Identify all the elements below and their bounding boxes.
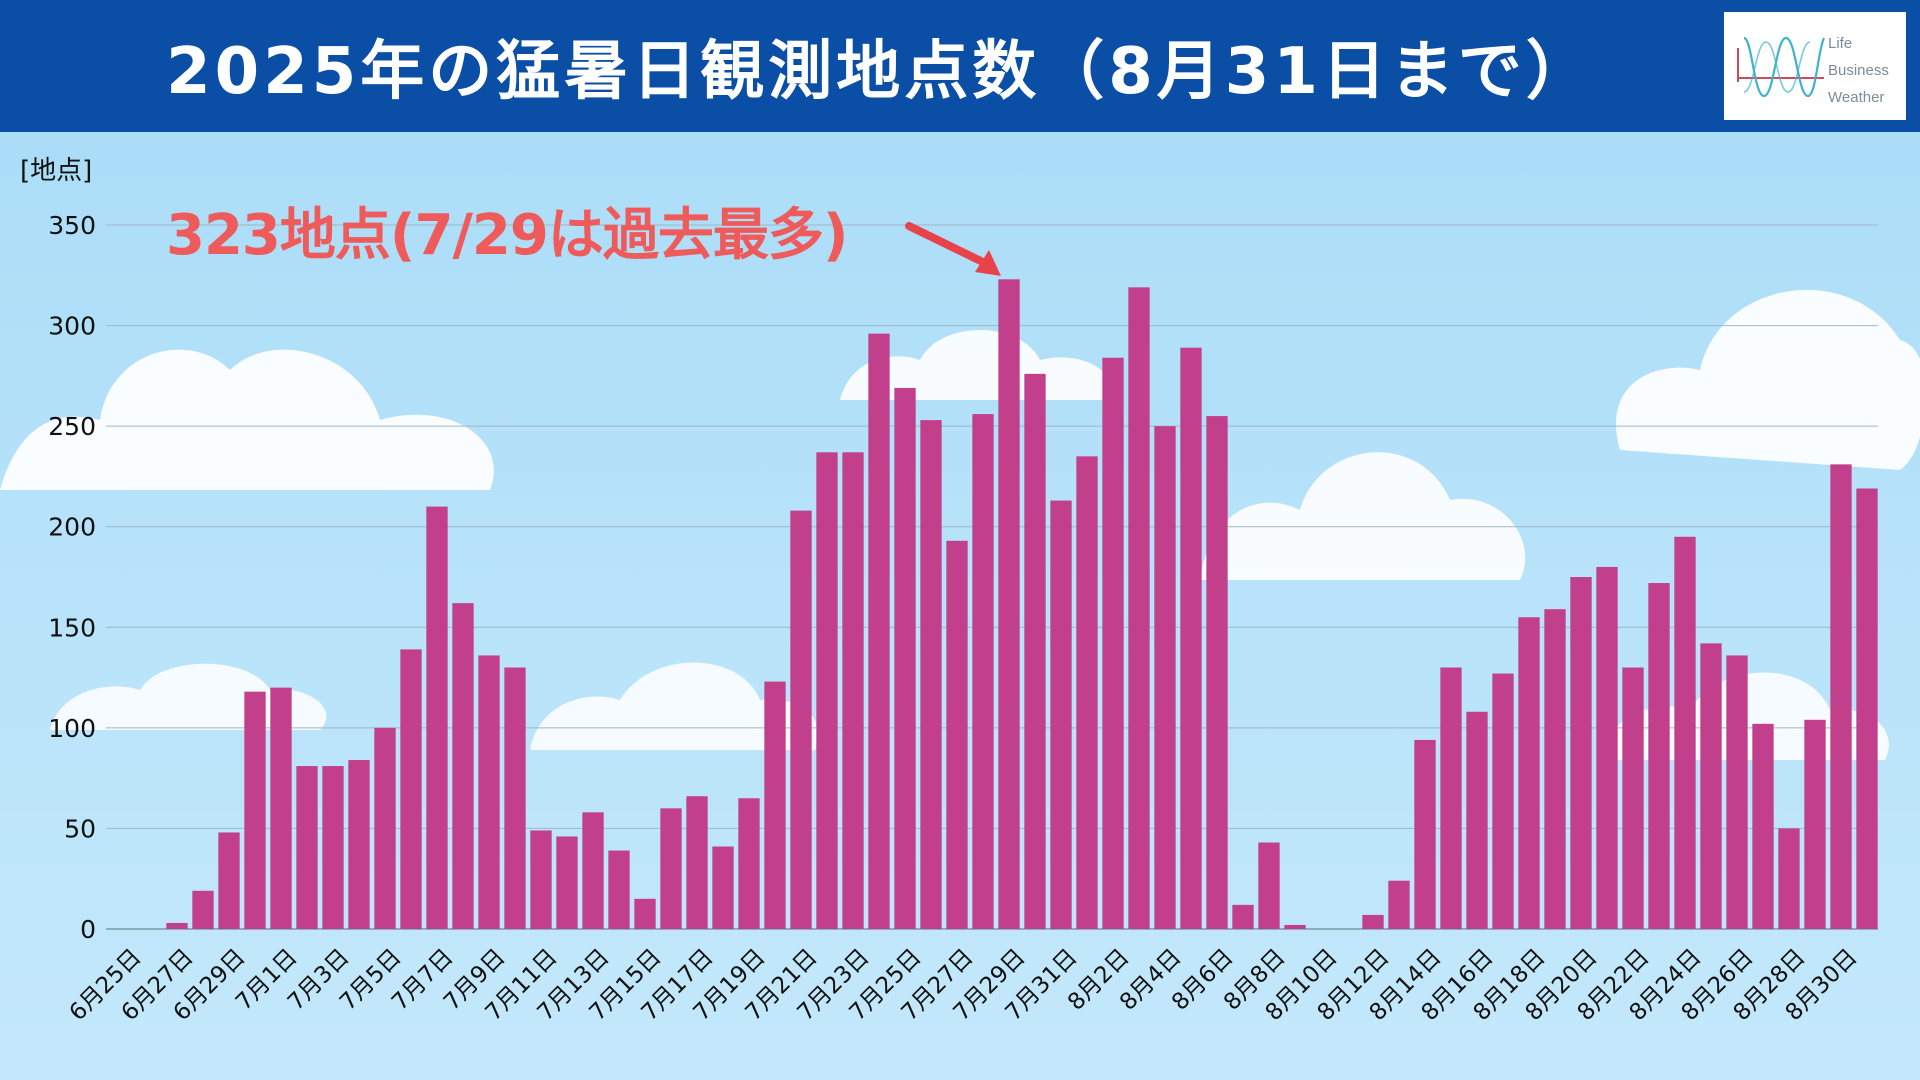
bar-8月24日 [1674, 536, 1696, 929]
bar-7月22日 [816, 452, 838, 929]
bar-8月31日 [1856, 488, 1878, 929]
bar-7月15日 [634, 898, 656, 929]
bar-7月13日 [582, 812, 604, 929]
bar-7月6日 [400, 649, 422, 929]
logo-text: Life Business Weather [1828, 30, 1906, 111]
bar-6月29日 [218, 832, 240, 929]
y-tick-label: 0 [80, 915, 96, 944]
bar-7月3日 [322, 766, 344, 929]
bar-6月28日 [192, 890, 214, 929]
bar-8月4日 [1154, 426, 1176, 929]
bar-7月1日 [270, 687, 292, 929]
bar-7月8日 [452, 603, 474, 929]
bar-8月18日 [1518, 617, 1540, 929]
bar-7月9日 [478, 655, 500, 929]
bar-7月23日 [842, 452, 864, 929]
bar-8月19日 [1544, 609, 1566, 929]
bar-8月14日 [1414, 739, 1436, 929]
bar-7月29日 [998, 279, 1020, 929]
header-bar: 2025年の猛暑日観測地点数（8月31日まで） Life Business We… [0, 0, 1920, 132]
logo-line-1: Life [1828, 35, 1853, 52]
bar-chart: 0501001502002503003506月25日6月27日6月29日7月1日… [48, 211, 1878, 1026]
bar-8月29日 [1804, 719, 1826, 929]
y-tick-label: 100 [48, 714, 96, 743]
annotation-arrow [905, 222, 1001, 276]
bar-7月18日 [712, 846, 734, 929]
bar-8月23日 [1648, 583, 1670, 929]
bar-7月11日 [530, 830, 552, 929]
bar-8月7日 [1232, 904, 1254, 929]
bar-8月30日 [1830, 464, 1852, 929]
bar-6月27日 [166, 922, 188, 929]
bar-7月12日 [556, 836, 578, 929]
bar-7月7日 [426, 506, 448, 929]
bar-7月2日 [296, 766, 318, 929]
bar-8月12日 [1362, 914, 1384, 929]
bar-8月26日 [1726, 655, 1748, 929]
bar-8月1日 [1076, 456, 1098, 929]
bar-8月17日 [1492, 673, 1514, 929]
wave-logo-icon [1737, 36, 1826, 98]
bar-7月30日 [1024, 373, 1046, 929]
logo-line-2: Business [1828, 62, 1889, 79]
y-tick-label: 250 [48, 412, 96, 441]
y-tick-label: 50 [64, 814, 96, 843]
bar-8月28日 [1778, 828, 1800, 929]
bar-7月5日 [374, 727, 396, 929]
bar-7月16日 [660, 808, 682, 929]
y-tick-label: 150 [48, 613, 96, 642]
bar-7月20日 [764, 681, 786, 929]
bar-8月9日 [1284, 924, 1306, 929]
bar-8月2日 [1102, 357, 1124, 929]
logo-line-3: Weather [1828, 89, 1885, 106]
bar-7月25日 [894, 387, 916, 929]
brand-logo: Life Business Weather [1724, 12, 1906, 120]
y-axis-unit: [地点] [20, 156, 93, 186]
bar-8月22日 [1622, 667, 1644, 929]
bar-7月27日 [946, 540, 968, 929]
bar-7月31日 [1050, 500, 1072, 929]
bar-7月28日 [972, 414, 994, 929]
bar-7月17日 [686, 796, 708, 929]
page-title: 2025年の猛暑日観測地点数（8月31日まで） [166, 35, 1594, 109]
bar-8月21日 [1596, 566, 1618, 929]
bar-8月13日 [1388, 880, 1410, 929]
bar-8月5日 [1180, 347, 1202, 929]
bar-8月8日 [1258, 842, 1280, 929]
bar-7月24日 [868, 333, 890, 929]
bar-7月21日 [790, 510, 812, 929]
bar-8月25日 [1700, 643, 1722, 929]
bar-8月6日 [1206, 416, 1228, 930]
bar-8月3日 [1128, 287, 1150, 930]
y-tick-label: 300 [48, 312, 96, 341]
bar-8月27日 [1752, 723, 1774, 929]
y-tick-label: 350 [48, 211, 96, 240]
bar-8月16日 [1466, 711, 1488, 929]
cloud-right [1616, 289, 1920, 470]
bar-8月20日 [1570, 577, 1592, 929]
cloud-left [0, 349, 494, 490]
peak-annotation: 323地点(7/29は過去最多) [166, 203, 848, 268]
bar-7月4日 [348, 760, 370, 929]
bar-6月30日 [244, 691, 266, 929]
bar-7月14日 [608, 850, 630, 929]
bar-7月19日 [738, 798, 760, 929]
bar-8月15日 [1440, 667, 1462, 929]
y-tick-label: 200 [48, 513, 96, 542]
bar-7月10日 [504, 667, 526, 929]
bar-7月26日 [920, 420, 942, 929]
cloud-center [1200, 452, 1526, 580]
